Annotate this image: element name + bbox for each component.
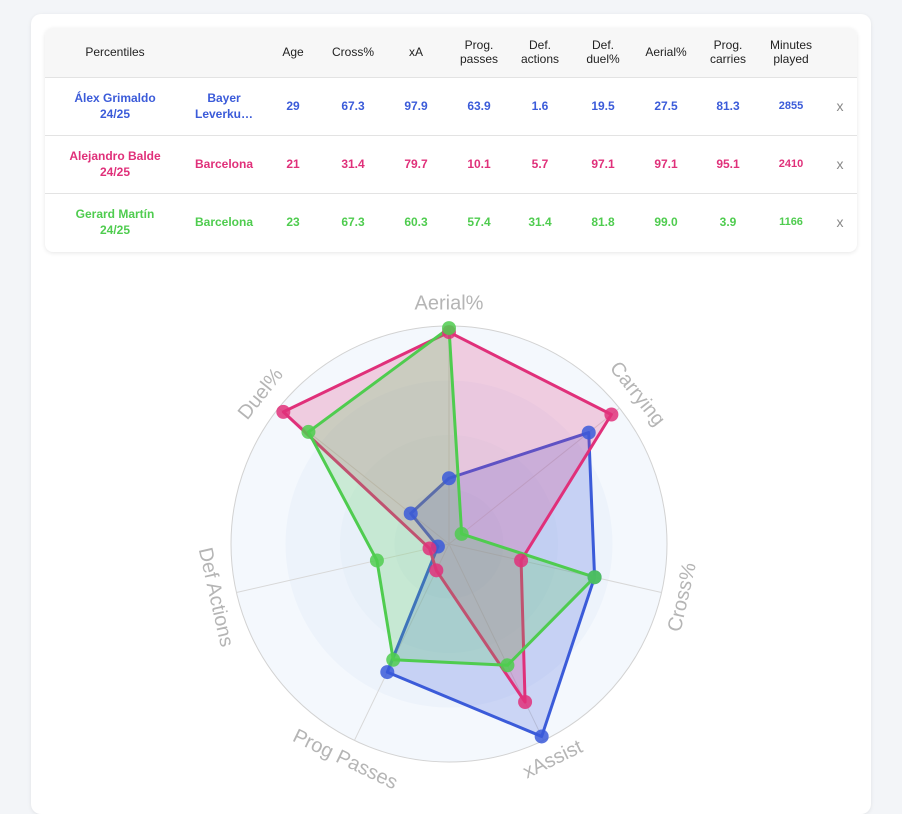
player-cell: Alejandro Balde 24/25 [45, 135, 185, 193]
player-cell: Álex Grimaldo 24/25 [45, 77, 185, 135]
cell-xa: 97.9 [404, 99, 428, 113]
cell-age: 21 [286, 157, 300, 171]
percentiles-table: Percentiles Age Cross% xA Prog. passes Def. act… [45, 28, 857, 251]
cell-xa: 60.3 [404, 215, 428, 230]
column-header-team [185, 28, 263, 77]
column-header-remove [823, 28, 857, 77]
column-header-aerial: Aerial% [645, 45, 687, 60]
remove-player-button[interactable]: x [836, 156, 844, 172]
table-header-row: Percentiles Age Cross% xA Prog. passes Def. act… [45, 28, 857, 77]
cell-prog-carries: 81.3 [716, 99, 740, 113]
cell-cross: 67.3 [341, 99, 365, 113]
column-header-prog-carries: Prog. carries [709, 38, 746, 67]
table-row: Alejandro Balde 24/25 Barcelona 21 31.4 79.7 1… [45, 135, 857, 193]
cell-age: 23 [286, 215, 300, 230]
cell-minutes: 2855 [778, 100, 804, 112]
player-name: Álex Grimaldo [74, 91, 156, 105]
cell-def-duel: 97.1 [591, 157, 615, 171]
table-body: Álex Grimaldo 24/25 Bayer Leverku… 29 67.3 97… [45, 77, 857, 251]
cell-prog-passes: 57.4 [467, 215, 491, 230]
cell-team: Barcelona [194, 157, 254, 171]
player-cell: Gerard Martín 24/25 [45, 193, 185, 251]
table-row: Gerard Martín 24/25 Barcelona 23 67.3 60.3 57.… [45, 193, 857, 251]
player-name: Alejandro Balde [69, 149, 161, 163]
cell-aerial: 27.5 [654, 99, 678, 113]
cell-def-duel: 19.5 [591, 99, 615, 113]
cell-minutes: 1166 [779, 216, 803, 229]
cell-cross: 31.4 [341, 157, 365, 171]
column-header-minutes: Minutes played [769, 38, 813, 67]
player-season: 24/25 [99, 165, 131, 179]
cell-xa: 79.7 [404, 157, 428, 171]
cell-age: 29 [286, 99, 300, 113]
cell-prog-carries: 95.1 [716, 157, 740, 171]
player-season: 24/25 [99, 223, 131, 238]
cell-def-actions: 1.6 [531, 99, 549, 113]
cell-def-duel: 81.8 [591, 215, 615, 230]
column-header-cross: Cross% [331, 45, 374, 60]
remove-player-button[interactable]: x [836, 98, 844, 114]
column-header-name: Percentiles [85, 45, 145, 60]
cell-prog-passes: 63.9 [467, 99, 491, 113]
player-name: Gerard Martín [75, 207, 155, 222]
cell-prog-carries: 3.9 [719, 215, 737, 230]
percentiles-table-container: Percentiles Age Cross% xA Prog. passes Def. act… [45, 28, 857, 252]
column-header-def-actions: Def. actions [520, 38, 560, 67]
cell-cross: 67.3 [341, 215, 365, 230]
cell-team: Barcelona [194, 215, 254, 230]
remove-player-button[interactable]: x [836, 214, 844, 231]
column-header-def-duel: Def. duel% [586, 38, 620, 67]
player-season: 24/25 [99, 107, 131, 121]
column-header-xa: xA [408, 45, 423, 60]
column-header-prog-passes: Prog. passes [459, 38, 499, 67]
cell-team: Bayer Leverku… [194, 91, 254, 121]
comparison-card: Percentiles Age Cross% xA Prog. passes Def. act… [31, 14, 871, 814]
cell-aerial: 97.1 [654, 157, 678, 171]
table-row: Álex Grimaldo 24/25 Bayer Leverku… 29 67.3 97… [45, 77, 857, 135]
column-header-age: Age [282, 45, 304, 60]
cell-prog-passes: 10.1 [467, 157, 491, 171]
cell-def-actions: 31.4 [528, 215, 552, 230]
cell-def-actions: 5.7 [531, 157, 549, 171]
cell-minutes: 2410 [778, 158, 804, 170]
cell-aerial: 99.0 [654, 215, 678, 230]
